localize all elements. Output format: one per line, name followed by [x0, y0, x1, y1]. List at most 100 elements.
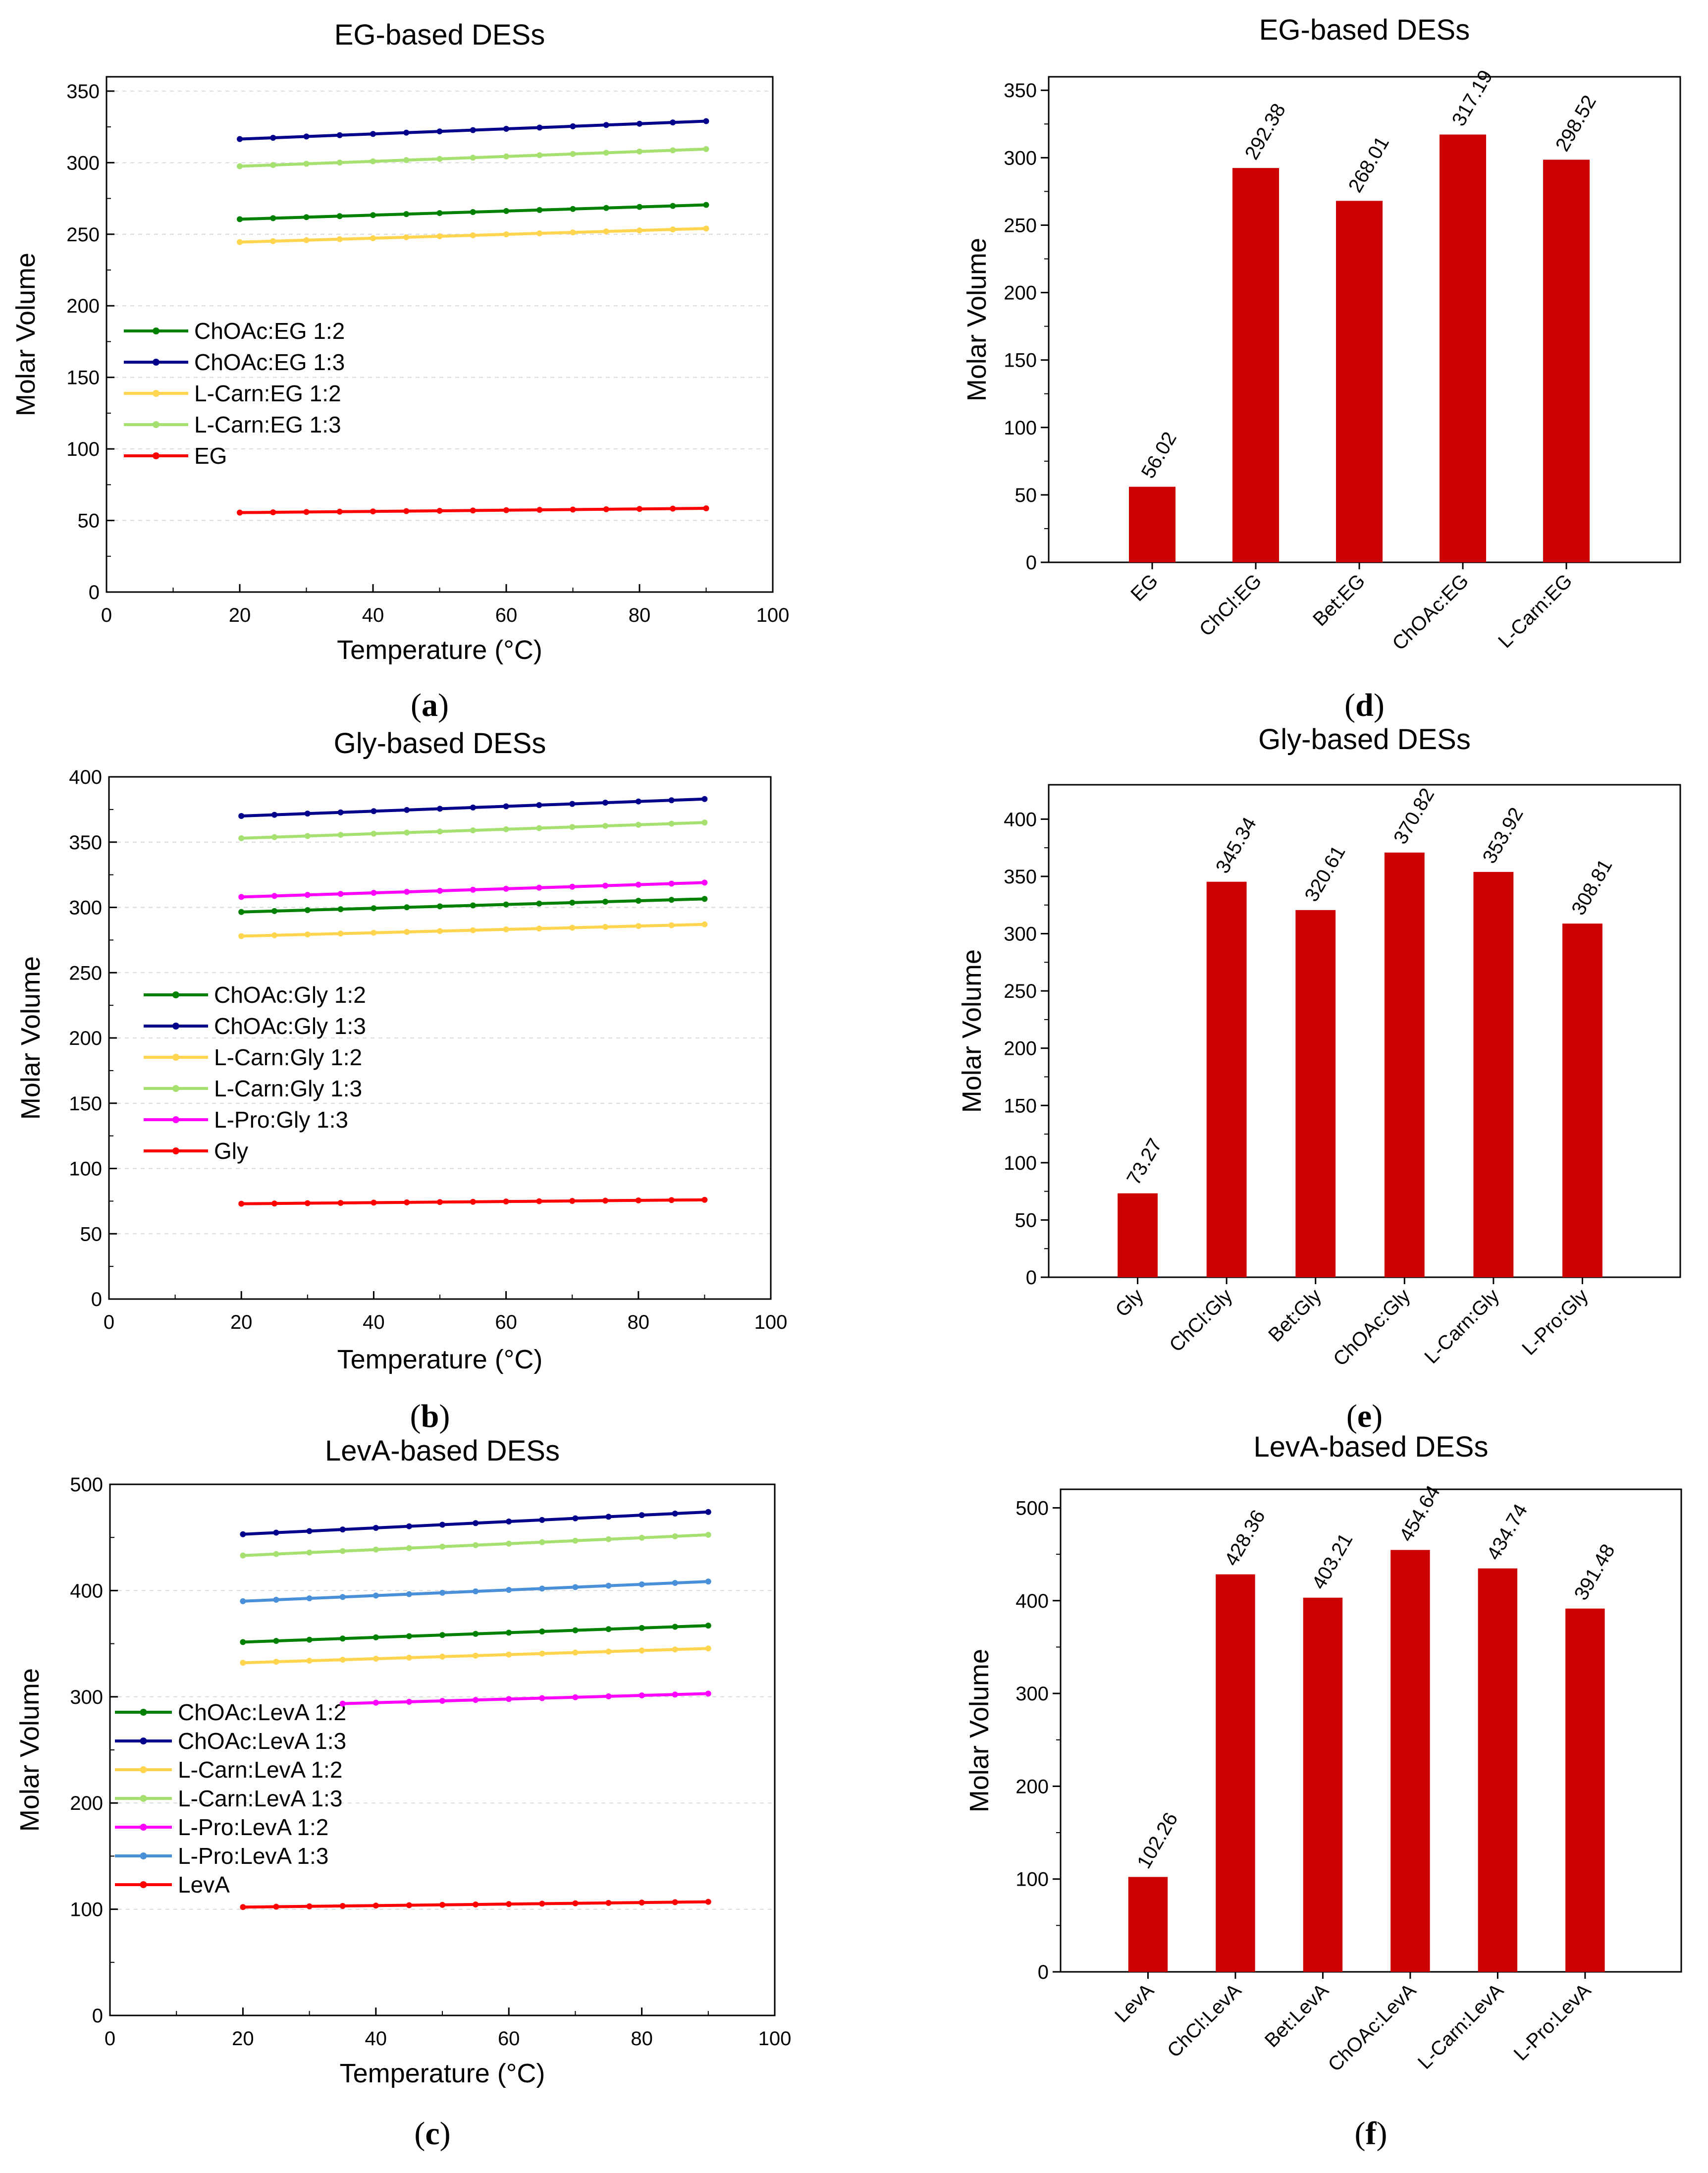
panel-caption-letter: c — [425, 2116, 439, 2152]
data-point — [670, 505, 676, 512]
data-point — [536, 884, 542, 891]
bar-value-label: 403.21 — [1308, 1529, 1357, 1593]
bar-value-label: 454.64 — [1395, 1482, 1444, 1545]
y-tick-label: 350 — [66, 81, 100, 103]
data-point — [270, 215, 276, 221]
data-point — [373, 1546, 379, 1553]
bar-value-label: 308.81 — [1567, 856, 1616, 919]
bar-value-label: 345.34 — [1212, 814, 1261, 877]
data-point — [373, 1655, 379, 1662]
data-point — [637, 227, 642, 234]
bar-choac-gly — [1384, 852, 1425, 1277]
data-point — [336, 213, 343, 219]
data-point — [637, 204, 642, 210]
data-point — [273, 1551, 279, 1557]
legend-label: Gly — [214, 1138, 248, 1164]
data-point — [403, 234, 410, 240]
bar-value-label: 353.92 — [1479, 804, 1528, 867]
data-point — [404, 929, 410, 935]
category-label: L-Carn:EG — [1494, 570, 1576, 652]
category-label: Bet:EG — [1309, 570, 1369, 630]
series-line — [342, 1692, 708, 1705]
x-tick-label: 20 — [229, 604, 251, 626]
data-point — [240, 1904, 246, 1910]
y-tick-label: 100 — [1004, 417, 1037, 439]
data-point — [337, 832, 344, 838]
data-point — [437, 928, 443, 934]
data-point — [572, 1694, 579, 1700]
data-point — [339, 1548, 346, 1554]
y-axis-label: Molar Volume — [11, 253, 41, 416]
data-point — [337, 930, 344, 937]
data-point — [339, 1635, 346, 1642]
legend-label: L-Carn:Gly 1:2 — [214, 1044, 362, 1070]
data-point — [603, 205, 609, 211]
data-point — [536, 124, 543, 131]
data-point — [539, 1517, 545, 1523]
data-point — [271, 1200, 277, 1207]
data-point — [406, 1591, 412, 1597]
data-point — [705, 1623, 711, 1629]
x-tick-label: 80 — [631, 2028, 653, 2050]
data-point — [668, 820, 675, 827]
data-point — [238, 933, 245, 939]
data-point — [705, 1578, 711, 1585]
panel-caption: (d) — [1344, 687, 1385, 723]
data-point — [572, 1515, 579, 1521]
data-point — [473, 1542, 479, 1548]
chart-title: LevA-based DESs — [1254, 1431, 1489, 1463]
data-point — [670, 147, 676, 154]
y-tick-label: 400 — [1015, 1590, 1049, 1612]
data-point — [470, 827, 476, 834]
legend-label: LevA — [178, 1872, 230, 1898]
plot-frame — [1048, 784, 1681, 1278]
data-point — [668, 880, 675, 887]
data-point — [572, 1649, 579, 1656]
legend-label: ChOAc:Gly 1:2 — [214, 982, 366, 1008]
y-tick-label: 0 — [1026, 552, 1037, 574]
bar-value-label: 56.02 — [1137, 428, 1181, 482]
legend-marker — [172, 1085, 179, 1092]
bar-bet-leva — [1303, 1597, 1343, 1972]
data-point — [304, 811, 311, 817]
bar-value-label: 102.26 — [1133, 1809, 1182, 1872]
data-point — [536, 230, 543, 237]
data-point — [404, 1199, 410, 1205]
legend-marker — [153, 452, 160, 459]
data-point — [703, 146, 709, 152]
data-point — [404, 904, 410, 911]
data-point — [668, 1197, 675, 1203]
data-point — [373, 1592, 379, 1599]
legend-label: L-Pro:LevA 1:3 — [178, 1843, 328, 1869]
bar-value-label: 268.01 — [1344, 133, 1393, 196]
data-point — [339, 1594, 346, 1600]
line-chart-panel-b: 0 50 100 150 200 250 300 350 400 0 20 40 60 80 100 ChOA… — [16, 727, 787, 1374]
bar-value-label: 73.27 — [1122, 1135, 1166, 1189]
bar-value-label: 434.74 — [1483, 1500, 1532, 1564]
data-point — [570, 206, 576, 212]
y-tick-label: 150 — [1004, 350, 1037, 372]
legend-label: EG — [194, 443, 227, 469]
x-tick-label: 20 — [232, 2028, 254, 2050]
data-point — [373, 1524, 379, 1531]
data-point — [470, 507, 476, 514]
data-point — [336, 132, 343, 138]
y-tick-label: 0 — [1026, 1267, 1037, 1289]
bar-bet-eg — [1336, 201, 1383, 562]
category-label: L-Pro:Gly — [1518, 1285, 1593, 1359]
x-tick-label: 0 — [101, 604, 112, 626]
data-point — [470, 127, 476, 133]
data-point — [470, 1198, 476, 1205]
data-point — [271, 893, 277, 899]
data-point — [404, 829, 410, 836]
data-point — [539, 1695, 545, 1701]
y-tick-label: 100 — [66, 438, 100, 460]
data-point — [637, 148, 642, 155]
data-point — [503, 803, 509, 810]
data-point — [506, 1901, 512, 1907]
data-point — [473, 1520, 479, 1526]
bar-chcl-gly — [1206, 881, 1247, 1277]
category-label: EG — [1126, 570, 1162, 605]
legend-label: ChOAc:EG 1:3 — [194, 349, 345, 375]
data-point — [635, 798, 641, 805]
